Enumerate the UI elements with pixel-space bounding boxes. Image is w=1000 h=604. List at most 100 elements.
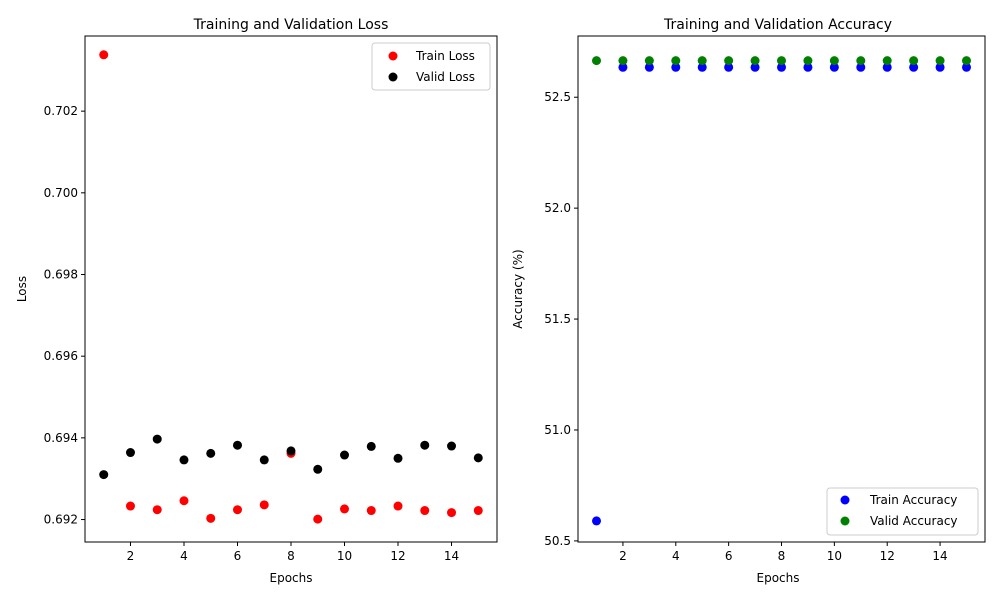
loss-x-tick-label: 4: [180, 549, 188, 563]
point-valid-accuracy: [962, 56, 971, 66]
accuracy-y-ticks: 50.5 51.0 51.5 52.0 52.5: [544, 90, 578, 548]
point-train-loss: [206, 513, 216, 523]
legend-label-valid-loss: Valid Loss: [416, 70, 475, 84]
point-valid-accuracy: [644, 56, 654, 66]
point-valid-loss: [99, 470, 109, 480]
point-train-accuracy: [671, 62, 681, 72]
point-valid-loss: [420, 440, 430, 450]
point-valid-accuracy: [935, 56, 945, 66]
accuracy-x-axis-label: Epochs: [757, 571, 800, 585]
point-valid-loss: [232, 440, 242, 450]
point-valid-loss: [313, 464, 323, 474]
loss-x-ticks: 2 4 6 8 10 12 14: [127, 542, 459, 563]
loss-x-tick-label: 10: [337, 549, 352, 563]
point-valid-loss: [152, 434, 162, 444]
loss-x-tick-label: 12: [390, 549, 405, 563]
point-train-loss: [125, 501, 135, 511]
point-train-accuracy: [644, 62, 654, 72]
legend-label-train-accuracy: Train Accuracy: [869, 493, 957, 507]
loss-legend: Train Loss Valid Loss: [371, 42, 491, 91]
accuracy-y-tick-label: 52.5: [544, 90, 571, 104]
point-train-accuracy: [935, 62, 945, 72]
loss-y-tick-label: 0.696: [44, 349, 78, 363]
point-train-accuracy: [750, 62, 760, 72]
point-train-loss: [366, 506, 376, 516]
accuracy-x-tick-label: 2: [619, 549, 627, 563]
legend-label-valid-accuracy: Valid Accuracy: [870, 514, 958, 528]
loss-y-tick-label: 0.702: [44, 104, 78, 118]
accuracy-y-tick-label: 52.0: [544, 201, 571, 215]
accuracy-x-tick-label: 8: [778, 549, 786, 563]
point-train-accuracy: [962, 62, 971, 72]
accuracy-data-points: [592, 56, 971, 526]
point-train-loss: [420, 506, 430, 516]
point-train-loss: [99, 50, 109, 60]
point-train-accuracy: [697, 62, 707, 72]
accuracy-x-tick-label: 12: [880, 549, 895, 563]
point-valid-loss: [393, 453, 403, 463]
legend-marker-train-loss: [388, 51, 398, 61]
loss-y-ticks: 0.692 0.694 0.696 0.698 0.700 0.702: [44, 104, 85, 527]
accuracy-x-tick-label: 6: [725, 549, 733, 563]
point-valid-loss: [179, 455, 189, 465]
point-valid-accuracy: [856, 56, 866, 66]
point-valid-accuracy: [829, 56, 839, 66]
point-valid-accuracy: [618, 56, 628, 66]
loss-y-tick-label: 0.698: [44, 268, 78, 282]
loss-y-axis-label: Loss: [15, 276, 29, 302]
point-train-loss: [393, 501, 403, 511]
loss-x-tick-label: 6: [234, 549, 242, 563]
point-train-accuracy: [724, 62, 734, 72]
loss-x-axis-label: Epochs: [270, 571, 313, 585]
accuracy-y-tick-label: 51.0: [544, 423, 571, 437]
point-train-loss: [259, 500, 269, 510]
point-valid-accuracy: [803, 56, 813, 66]
loss-y-tick-label: 0.694: [44, 431, 78, 445]
point-valid-accuracy: [724, 56, 734, 66]
point-valid-accuracy: [882, 56, 892, 66]
point-valid-loss: [340, 450, 350, 460]
legend-marker-train-accuracy: [840, 495, 850, 505]
accuracy-y-axis-label: Accuracy (%): [511, 249, 525, 328]
point-train-loss: [313, 514, 323, 524]
legend-marker-valid-accuracy: [840, 516, 850, 526]
point-train-loss: [340, 504, 350, 514]
point-train-accuracy: [829, 62, 839, 72]
point-valid-accuracy: [750, 56, 760, 66]
point-valid-accuracy: [909, 56, 919, 66]
point-train-accuracy: [777, 62, 786, 72]
loss-y-tick-label: 0.692: [44, 513, 78, 527]
loss-y-tick-label: 0.700: [44, 186, 78, 200]
point-train-loss: [152, 505, 162, 515]
accuracy-legend: Train Accuracy Valid Accuracy: [826, 487, 979, 536]
point-valid-loss: [259, 455, 269, 465]
accuracy-x-tick-label: 14: [932, 549, 947, 563]
accuracy-y-tick-label: 51.5: [544, 312, 571, 326]
point-valid-accuracy: [671, 56, 681, 66]
loss-x-tick-label: 14: [444, 549, 459, 563]
point-valid-loss: [447, 441, 457, 451]
accuracy-legend-box: [826, 487, 979, 536]
loss-chart: Training and Validation Loss Epochs Loss…: [15, 17, 498, 585]
accuracy-chart-title: Training and Validation Accuracy: [663, 17, 892, 33]
point-train-accuracy: [618, 62, 628, 72]
accuracy-x-tick-label: 10: [827, 549, 842, 563]
point-valid-accuracy: [592, 56, 601, 66]
point-train-loss: [447, 508, 457, 518]
accuracy-x-tick-label: 4: [672, 549, 680, 563]
legend-marker-valid-loss: [388, 72, 398, 82]
point-valid-accuracy: [697, 56, 707, 66]
point-train-loss: [473, 506, 483, 516]
loss-data-points: [99, 50, 483, 524]
loss-chart-title: Training and Validation Loss: [193, 17, 389, 33]
point-train-accuracy: [882, 62, 892, 72]
loss-x-tick-label: 8: [287, 549, 295, 563]
point-train-accuracy: [803, 62, 813, 72]
point-valid-loss: [473, 453, 483, 463]
point-valid-loss: [125, 448, 135, 458]
accuracy-y-tick-label: 50.5: [544, 534, 571, 548]
loss-x-tick-label: 2: [127, 549, 135, 563]
point-train-accuracy: [909, 62, 919, 72]
accuracy-x-ticks: 2 4 6 8 10 12 14: [619, 542, 948, 563]
